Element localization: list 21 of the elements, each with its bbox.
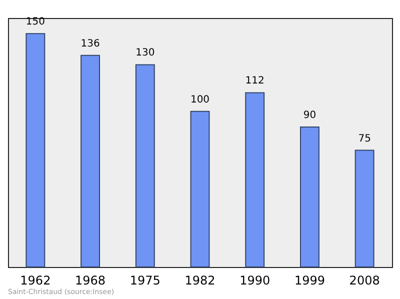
x-tick-label: 2008 [349, 274, 380, 288]
x-tick-label: 1982 [184, 274, 216, 288]
x-tick-label: 1962 [20, 274, 51, 288]
x-tick-label: 1968 [75, 274, 106, 288]
bar [80, 54, 100, 268]
bar [190, 110, 210, 268]
data-label: 75 [358, 133, 371, 144]
bar [300, 126, 320, 268]
bar [26, 33, 46, 268]
data-label: 150 [26, 16, 45, 28]
data-label: 130 [136, 48, 155, 59]
data-label: 136 [80, 38, 100, 50]
x-tick-label: 1975 [130, 274, 160, 288]
x-tick-label: 1990 [240, 274, 270, 288]
bar [245, 92, 265, 268]
bar [135, 64, 155, 268]
data-label: 100 [190, 94, 210, 106]
bar [354, 150, 374, 268]
data-label: 112 [245, 76, 264, 87]
x-tick-label: 1999 [294, 274, 325, 288]
data-label: 90 [303, 110, 316, 121]
